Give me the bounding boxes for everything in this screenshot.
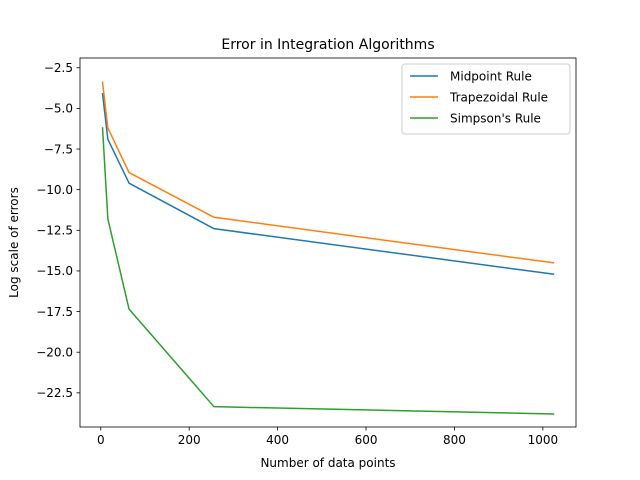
x-tick-label: 600 [355, 433, 378, 447]
x-tick-label: 800 [443, 433, 466, 447]
x-tick-label: 1000 [528, 433, 559, 447]
series-line-2 [101, 127, 555, 415]
series-line-0 [101, 92, 555, 276]
legend: Midpoint Rule Trapezoidal Rule Simpson's R… [401, 63, 571, 135]
y-tick-label: −20.0 [36, 346, 73, 360]
y-tick-label: −17.5 [36, 305, 73, 319]
y-axis-ticks: −2.5 −5.0 −7.5 −10.0 −12.5 −15.0 −17.5 −20.0 −22… [36, 61, 80, 400]
y-tick-label: −22.5 [36, 386, 73, 400]
y-tick-label: −10.0 [36, 183, 73, 197]
legend-box [401, 63, 571, 135]
y-tick-label: −2.5 [44, 61, 73, 75]
chart-title: Error in Integration Algorithms [221, 37, 434, 53]
x-axis-label: Number of data points [260, 456, 395, 470]
y-tick-label: −5.0 [44, 102, 73, 116]
legend-label-0: Midpoint Rule [450, 69, 532, 83]
y-tick-label: −15.0 [36, 264, 73, 278]
y-tick-label: −7.5 [44, 142, 73, 156]
x-tick-label: 400 [266, 433, 289, 447]
y-axis-label: Log scale of errors [7, 187, 21, 298]
plot-frame [79, 57, 577, 428]
x-axis-ticks: 0 200 400 600 800 1000 [97, 427, 558, 447]
legend-label-1: Trapezoidal Rule [449, 90, 548, 104]
legend-label-2: Simpson's Rule [450, 111, 541, 125]
y-tick-label: −12.5 [36, 224, 73, 238]
x-tick-label: 200 [178, 433, 201, 447]
series-lines [101, 81, 555, 415]
x-tick-label: 0 [97, 433, 105, 447]
series-line-1 [101, 81, 555, 264]
